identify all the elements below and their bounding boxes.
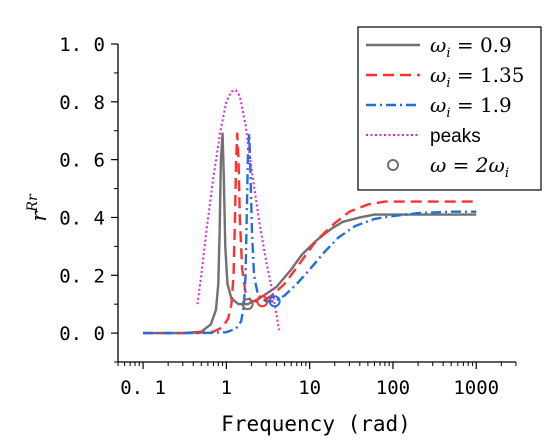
legend-label-3: ωi = 1.9 <box>430 93 512 121</box>
marker-layer <box>241 295 281 311</box>
x-tick-label: 1 <box>221 377 232 399</box>
series-line-1 <box>143 132 477 335</box>
y-tick-label: 0. 6 <box>59 150 105 172</box>
x-tick-label: 0. 1 <box>120 377 166 399</box>
marker-point-3 <box>268 295 281 308</box>
y-tick-label: 0. 0 <box>59 323 105 345</box>
marker-point-2 <box>256 295 269 308</box>
svg-text:rRr: rRr <box>25 193 51 222</box>
y-axis-title-sup: Rr <box>25 193 41 213</box>
x-tick-label: 100 <box>376 377 410 399</box>
y-axis-title-base: r <box>27 210 51 222</box>
marker-point-1 <box>241 298 254 311</box>
y-axis-title: rRr <box>25 193 51 222</box>
y-tick-label: 1. 0 <box>59 34 105 56</box>
x-tick-label: 10 <box>298 377 321 399</box>
legend-label-markers: ω = 2ωi <box>430 153 509 181</box>
y-tick-label: 0. 2 <box>59 265 105 287</box>
x-axis-title: Frequency (rad) <box>221 412 411 436</box>
legend-swatch-markers <box>387 159 399 171</box>
series-line-3 <box>143 132 477 335</box>
series-line-2 <box>143 132 477 335</box>
ticks-layer: 0. 1 1 10 100 1000 0. 0 0. 2 0. 4 0. 6 0. 8 1. 0 <box>59 34 517 399</box>
axes <box>117 44 516 363</box>
legend-label-2: ωi = 1.35 <box>430 63 525 91</box>
legend-label-4: peaks <box>430 126 481 147</box>
y-tick-label: 0. 4 <box>59 207 105 229</box>
x-tick-label: 1000 <box>453 377 499 399</box>
legend-label-1: ωi = 0.9 <box>430 33 512 61</box>
y-tick-label: 0. 8 <box>59 92 105 114</box>
series-line-4 <box>196 89 281 331</box>
series-layer <box>143 89 477 335</box>
